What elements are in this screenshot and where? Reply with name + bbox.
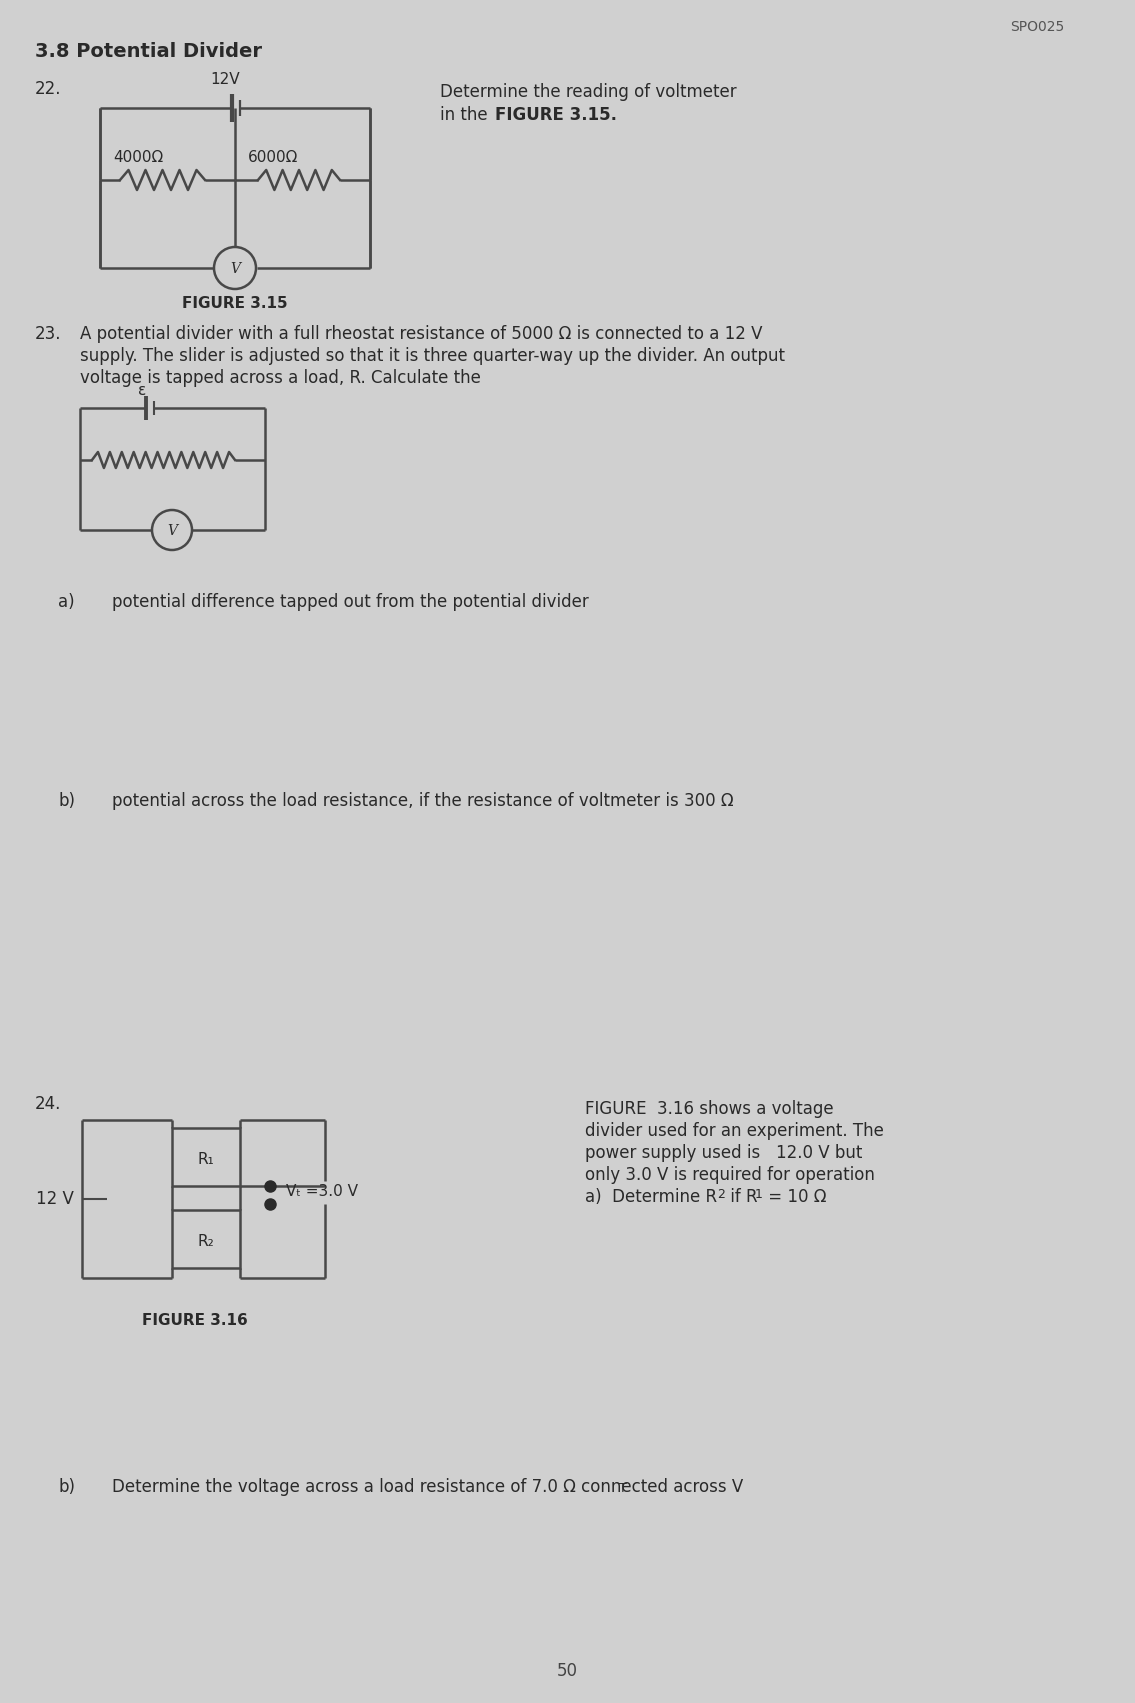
Text: potential across the load resistance, if the resistance of voltmeter is 300 Ω: potential across the load resistance, if… xyxy=(112,792,733,811)
Text: = 10 Ω: = 10 Ω xyxy=(763,1189,826,1206)
Circle shape xyxy=(215,247,257,290)
Text: divider used for an experiment. The: divider used for an experiment. The xyxy=(585,1122,884,1139)
Circle shape xyxy=(152,509,192,550)
Text: power supply used is   12.0 V but: power supply used is 12.0 V but xyxy=(585,1144,863,1161)
Text: ε: ε xyxy=(137,383,146,399)
Text: 1: 1 xyxy=(755,1189,763,1201)
Text: 24.: 24. xyxy=(35,1095,61,1114)
Text: SPO025: SPO025 xyxy=(1010,20,1065,34)
Text: V: V xyxy=(167,525,177,538)
Text: supply. The slider is adjusted so that it is three quarter-way up the divider. A: supply. The slider is adjusted so that i… xyxy=(79,347,785,364)
Text: FIGURE 3.15: FIGURE 3.15 xyxy=(183,296,288,312)
Text: R₂: R₂ xyxy=(197,1233,215,1248)
Text: 2: 2 xyxy=(717,1189,725,1201)
Bar xyxy=(173,1127,239,1185)
Text: 12V: 12V xyxy=(210,72,239,87)
Text: 22.: 22. xyxy=(35,80,61,99)
Text: potential difference tapped out from the potential divider: potential difference tapped out from the… xyxy=(112,593,589,611)
Text: 4000Ω: 4000Ω xyxy=(114,150,163,165)
Text: 50: 50 xyxy=(556,1662,578,1679)
Text: V: V xyxy=(230,262,239,276)
Text: A potential divider with a full rheostat resistance of 5000 Ω is connected to a : A potential divider with a full rheostat… xyxy=(79,325,763,342)
Text: voltage is tapped across a load, R. Calculate the: voltage is tapped across a load, R. Calc… xyxy=(79,370,481,387)
Text: R₁: R₁ xyxy=(197,1151,215,1167)
Text: Determine the voltage across a load resistance of 7.0 Ω connected across V: Determine the voltage across a load resi… xyxy=(112,1478,743,1495)
Text: a)  Determine R: a) Determine R xyxy=(585,1189,717,1206)
Text: FIGURE 3.16: FIGURE 3.16 xyxy=(142,1313,247,1328)
Text: in the: in the xyxy=(440,106,493,124)
Text: b): b) xyxy=(58,1478,75,1495)
Text: b): b) xyxy=(58,792,75,811)
Text: 12 V: 12 V xyxy=(36,1190,74,1207)
Text: 6000Ω: 6000Ω xyxy=(249,150,299,165)
Text: FIGURE  3.16 shows a voltage: FIGURE 3.16 shows a voltage xyxy=(585,1100,833,1117)
Text: only 3.0 V is required for operation: only 3.0 V is required for operation xyxy=(585,1167,875,1184)
Text: 23.: 23. xyxy=(35,325,61,342)
Text: Determine the reading of voltmeter: Determine the reading of voltmeter xyxy=(440,83,737,100)
Text: a): a) xyxy=(58,593,75,611)
Text: 3.8 Potential Divider: 3.8 Potential Divider xyxy=(35,43,262,61)
Text: T: T xyxy=(619,1482,627,1495)
Text: Vₜ =3.0 V: Vₜ =3.0 V xyxy=(286,1184,358,1199)
Text: if R: if R xyxy=(725,1189,758,1206)
Bar xyxy=(173,1211,239,1269)
Text: FIGURE 3.15.: FIGURE 3.15. xyxy=(495,106,617,124)
